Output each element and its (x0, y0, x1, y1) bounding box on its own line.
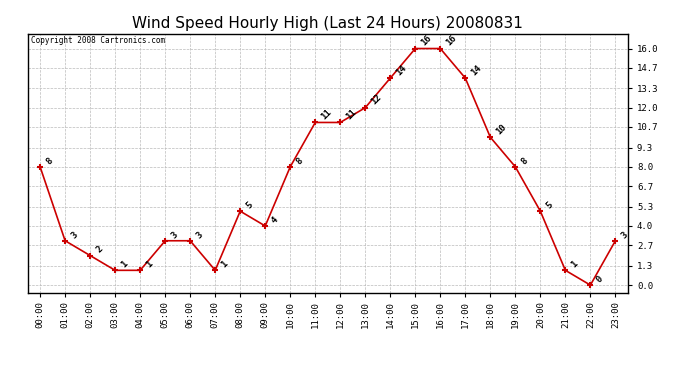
Text: 0: 0 (595, 274, 604, 284)
Text: 3: 3 (195, 230, 204, 240)
Text: 11: 11 (319, 108, 333, 122)
Text: 14: 14 (395, 63, 408, 77)
Text: 12: 12 (369, 93, 384, 107)
Text: 5: 5 (544, 200, 555, 210)
Text: 8: 8 (520, 156, 530, 166)
Text: Copyright 2008 Cartronics.com: Copyright 2008 Cartronics.com (30, 36, 165, 45)
Text: 1: 1 (119, 260, 130, 270)
Text: 14: 14 (469, 63, 484, 77)
Text: 8: 8 (44, 156, 55, 166)
Text: 11: 11 (344, 108, 358, 122)
Text: 16: 16 (444, 34, 458, 48)
Text: 1: 1 (219, 260, 230, 270)
Text: 4: 4 (269, 215, 279, 225)
Text: 1: 1 (569, 260, 580, 270)
Text: 16: 16 (420, 34, 433, 48)
Text: 5: 5 (244, 200, 255, 210)
Text: 1: 1 (144, 260, 155, 270)
Text: 3: 3 (169, 230, 179, 240)
Text: 3: 3 (69, 230, 79, 240)
Text: 10: 10 (495, 123, 509, 136)
Title: Wind Speed Hourly High (Last 24 Hours) 20080831: Wind Speed Hourly High (Last 24 Hours) 2… (132, 16, 523, 31)
Text: 8: 8 (295, 156, 304, 166)
Text: 3: 3 (620, 230, 630, 240)
Text: 2: 2 (95, 244, 104, 255)
